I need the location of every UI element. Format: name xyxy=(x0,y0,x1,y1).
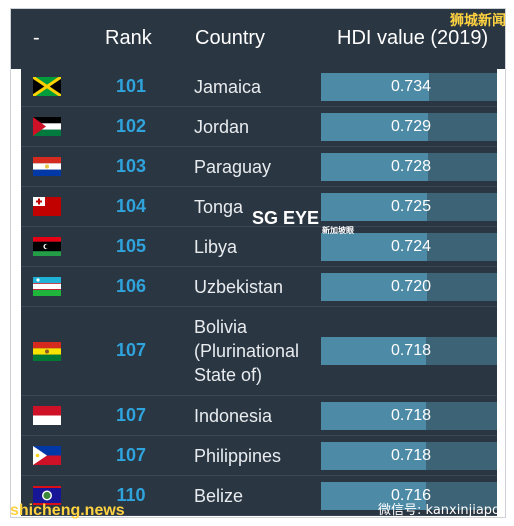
rank-value: 106 xyxy=(115,275,147,296)
hdi-value: 0.725 xyxy=(390,197,431,215)
table-row: 102 Jordan 0.729 xyxy=(21,107,497,147)
hdi-bar xyxy=(321,441,427,470)
country-name: Indonesia xyxy=(194,404,272,428)
country-name: Libya xyxy=(194,235,237,259)
hdi-bar xyxy=(321,272,427,301)
hdi-value: 0.716 xyxy=(390,486,431,504)
hdi-bar xyxy=(321,481,426,510)
country-name-line: Uzbekistan xyxy=(194,276,284,297)
hdi-value: 0.728 xyxy=(390,157,431,175)
country-name: Philippines xyxy=(194,444,281,468)
hdi-table: - Rank Country HDI value (2019) 101 Jamai… xyxy=(10,8,506,518)
rank-value: 103 xyxy=(115,155,147,176)
hdi-bar xyxy=(321,337,427,365)
hdi-bar-track: 0.724 xyxy=(321,232,497,261)
rank-value: 104 xyxy=(115,195,147,216)
rank-value: 105 xyxy=(115,235,147,256)
hdi-value: 0.718 xyxy=(390,406,431,424)
country-name-line: Libya xyxy=(194,236,238,257)
watermark-bottom-right: 微信号: kanxinjiapo xyxy=(378,503,500,518)
rank-value: 101 xyxy=(115,75,147,96)
hdi-value: 0.724 xyxy=(390,237,431,255)
hdi-value: 0.734 xyxy=(390,77,431,95)
country-name: Belize xyxy=(194,484,243,508)
paraguay-flag-icon xyxy=(33,157,61,176)
watermark-sgeye: SG EYE 新加坡眼 xyxy=(252,208,354,236)
hdi-value: 0.718 xyxy=(390,342,431,359)
tonga-flag-icon xyxy=(33,197,61,216)
watermark-top-right: 狮城新闻 xyxy=(450,13,506,29)
libya-flag-icon xyxy=(33,237,61,256)
country-name-line: Paraguay xyxy=(194,156,272,177)
country-name-line: Philippines xyxy=(194,445,282,466)
rank-value: 107 xyxy=(115,404,147,425)
country-name-line: State of) xyxy=(194,365,263,385)
hdi-bar-track: 0.734 xyxy=(321,72,497,101)
table-body: 101 Jamaica 0.734 102 Jordan 0.729 103 Paraguay… xyxy=(21,67,497,516)
country-name: Paraguay xyxy=(194,155,271,179)
jamaica-flag-icon xyxy=(32,75,62,98)
hdi-bar-track: 0.718 xyxy=(321,337,497,365)
hdi-bar xyxy=(321,112,428,141)
table-header: - Rank Country HDI value (2019) xyxy=(11,9,505,69)
hdi-value: 0.718 xyxy=(390,446,431,464)
hdi-value: 0.729 xyxy=(390,117,431,135)
uzbekistan-flag-icon xyxy=(33,277,61,296)
hdi-bar-track: 0.718 xyxy=(321,441,497,470)
table-row: 105 Libya 0.724 xyxy=(21,227,497,267)
country-name: Jordan xyxy=(194,115,249,139)
hdi-value: 0.720 xyxy=(390,277,431,295)
watermark-sgeye-text: SG EYE xyxy=(252,208,320,228)
hdi-bar-track: 0.725 xyxy=(321,192,497,221)
hdi-bar-track: 0.718 xyxy=(321,401,497,430)
rank-value: 110 xyxy=(116,484,146,505)
table-row: 101 Jamaica 0.734 xyxy=(21,67,497,107)
table-row: 107 Bolivia (Plurinational State of) 0.718 xyxy=(21,307,497,396)
belize-flag-icon xyxy=(33,486,61,505)
rank-value: 102 xyxy=(115,115,147,136)
table-row: 107 Philippines 0.718 xyxy=(21,436,497,476)
jordan-flag-icon xyxy=(33,117,61,136)
header-country: Country xyxy=(195,27,266,49)
hdi-bar xyxy=(321,152,428,181)
country-name-line: (Plurinational xyxy=(194,341,300,361)
hdi-bar-track: 0.720 xyxy=(321,272,497,301)
country-name: Tonga xyxy=(194,195,243,219)
country-name-line: Bolivia xyxy=(194,317,248,337)
country-name-line: Jordan xyxy=(194,116,250,137)
watermark-sgeye-sub: 新加坡眼 xyxy=(322,226,354,235)
header-rank: Rank xyxy=(105,27,152,49)
country-name: Jamaica xyxy=(194,75,261,99)
indonesia-flag-icon xyxy=(33,406,61,425)
philippines-flag-icon xyxy=(33,446,61,465)
rank-value: 107 xyxy=(115,340,147,360)
hdi-bar-track: 0.716 xyxy=(321,481,497,510)
table-row: 106 Uzbekistan 0.720 xyxy=(21,267,497,307)
country-name-line: Jamaica xyxy=(194,76,262,97)
table-row: 103 Paraguay 0.728 xyxy=(21,147,497,187)
country-name: Uzbekistan xyxy=(194,275,283,299)
country-name: Bolivia (Plurinational State of) xyxy=(194,315,299,387)
hdi-bar xyxy=(321,72,429,101)
watermark-bottom-left: shicheng.news xyxy=(10,502,125,519)
hdi-bar-track: 0.729 xyxy=(321,112,497,141)
hdi-bar xyxy=(321,401,427,430)
hdi-bar xyxy=(321,232,428,261)
table-row: 104 Tonga 0.725 xyxy=(21,187,497,227)
table-row: 107 Indonesia 0.718 xyxy=(21,396,497,436)
rank-value: 107 xyxy=(115,444,147,465)
country-name-line: Tonga xyxy=(194,196,244,217)
header-flag-column: - xyxy=(33,27,40,49)
bolivia-flag-icon xyxy=(33,341,61,361)
hdi-bar xyxy=(321,192,428,221)
country-name-line: Belize xyxy=(194,485,244,506)
hdi-bar-track: 0.728 xyxy=(321,152,497,181)
header-hdi-value: HDI value (2019) xyxy=(337,27,489,49)
country-name-line: Indonesia xyxy=(194,405,273,426)
table-row: 110 Belize 0.716 xyxy=(21,476,497,516)
